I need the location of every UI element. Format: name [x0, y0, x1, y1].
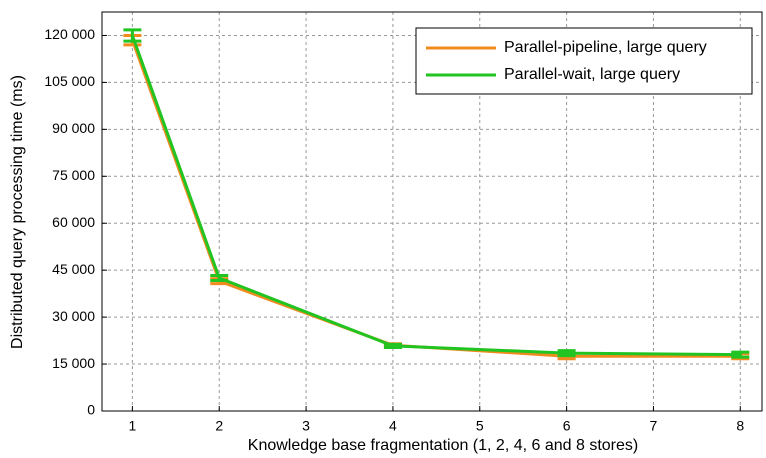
y-tick-label: 75 000: [52, 167, 95, 183]
x-tick-label: 1: [128, 418, 136, 434]
error-bar: [383, 342, 402, 349]
error-bar: [123, 28, 142, 43]
x-tick-label: 3: [302, 418, 310, 434]
y-tick-label: 90 000: [52, 120, 95, 136]
legend-label: Parallel-wait, large query: [504, 66, 680, 83]
x-tick-label: 7: [650, 418, 658, 434]
legend-box: [415, 27, 753, 95]
x-tick-label: 4: [389, 418, 397, 434]
x-tick-label: 2: [215, 418, 223, 434]
x-tick-label: 8: [736, 418, 744, 434]
error-bar: [210, 273, 229, 283]
x-axis-label: Knowledge base fragmentation (1, 2, 4, 6…: [248, 437, 638, 454]
y-axis-label: Distributed query processing time (ms): [9, 75, 26, 349]
legend-label: Parallel-pipeline, large query: [504, 39, 707, 56]
y-tick-label: 60 000: [52, 214, 95, 230]
y-tick-label: 105 000: [44, 73, 95, 89]
y-tick-label: 30 000: [52, 308, 95, 324]
error-bar: [557, 349, 576, 358]
y-tick-label: 15 000: [52, 355, 95, 371]
y-tick-label: 0: [87, 402, 95, 418]
x-tick-label: 5: [476, 418, 484, 434]
y-tick-label: 45 000: [52, 261, 95, 277]
y-tick-label: 120 000: [44, 26, 95, 42]
plot-frame: [101, 11, 763, 412]
x-tick-label: 6: [563, 418, 571, 434]
error-bar: [731, 350, 750, 359]
